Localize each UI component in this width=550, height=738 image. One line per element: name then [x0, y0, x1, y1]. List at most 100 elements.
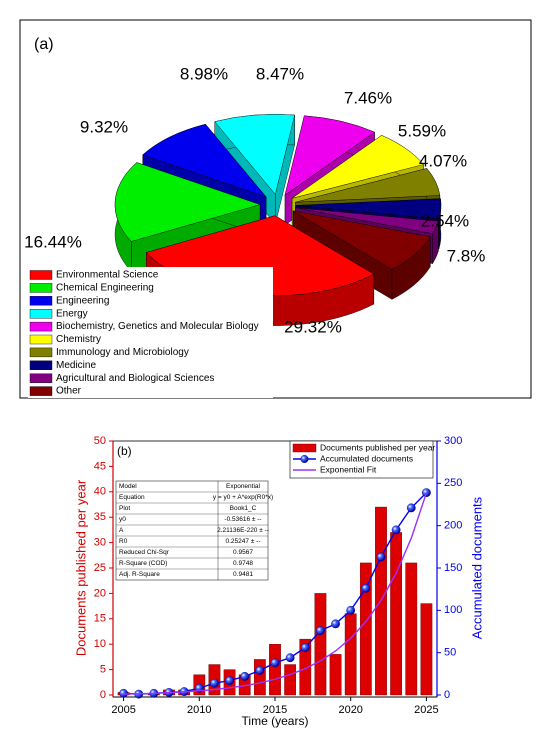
fit-table-key: A [119, 527, 124, 534]
data-point [300, 643, 310, 652]
bar [420, 603, 433, 696]
fit-line [123, 492, 428, 695]
y2-tick-label: 250 [444, 477, 462, 489]
panel-a-frame [19, 19, 532, 399]
legend-marker [300, 455, 309, 464]
y-tick-label: 50 [94, 435, 106, 447]
legend-swatch [29, 283, 53, 293]
slice [284, 115, 375, 196]
bar [253, 659, 266, 696]
legend-swatch [29, 347, 53, 358]
legend-label: Documents published per year [320, 442, 435, 452]
percent-label: 4.07% [419, 151, 467, 170]
bar [299, 638, 312, 696]
bar [269, 644, 281, 696]
data-point [240, 671, 250, 681]
data-point [422, 488, 431, 498]
data-point [225, 676, 234, 686]
data-point [376, 552, 386, 562]
y-tick-label: 45 [94, 460, 106, 472]
legend-label: Accumulated documents [320, 453, 413, 463]
legend-label: Engineering [56, 295, 109, 306]
bar [344, 613, 357, 696]
y2-tick-label: 0 [444, 689, 450, 701]
data-point [391, 525, 401, 535]
y-tick-label: 20 [94, 587, 106, 599]
fit-table-key: Model [119, 483, 137, 490]
fit-table-value: 0.9567 [233, 549, 253, 556]
percent-label: 8.98% [180, 64, 228, 83]
y-tick-label: 35 [94, 511, 106, 523]
fit-table-value: Book1_C [230, 505, 257, 512]
y2-tick-label: 100 [444, 604, 462, 616]
y-tick-label: 0 [100, 689, 106, 701]
y2-tick-label: 150 [444, 562, 462, 574]
fit-table-box [115, 480, 269, 581]
bar [359, 562, 372, 696]
legend-swatch [29, 386, 53, 396]
y2-tick-label: 300 [444, 435, 462, 447]
fit-table-key: Equation [119, 494, 145, 501]
legend-label: Energy [56, 308, 88, 319]
x-tick-label: 2020 [338, 704, 362, 716]
legend-swatch [29, 270, 53, 280]
legend-swatch [29, 373, 53, 383]
fit-table-key: R-Square (COD) [119, 560, 167, 567]
percent-label: 7.46% [344, 88, 392, 107]
legend-label: Biochemistry, Genetics and Molecular Bio… [56, 321, 259, 332]
percent-label: 2.54% [421, 211, 469, 230]
fit-table-key: R0 [119, 538, 128, 545]
legend-swatch [29, 309, 53, 319]
percent-label: 5.59% [398, 121, 446, 140]
percent-label: 16.44% [24, 232, 82, 251]
data-point [119, 688, 128, 698]
y-tick-label: 30 [94, 537, 106, 549]
slice [295, 207, 439, 234]
slice [295, 198, 442, 220]
slice [214, 114, 295, 195]
slice [293, 210, 431, 270]
y-tick-label: 10 [94, 638, 106, 650]
bar [329, 654, 342, 696]
fit-table-key: Plot [119, 505, 130, 512]
legend-label: Environmental Science [56, 270, 159, 281]
legend-label: Chemistry [56, 334, 101, 345]
data-point [255, 666, 265, 675]
slice [142, 123, 267, 198]
data-point [361, 583, 371, 593]
fit-table-value: y = y0 + A*exp(R0*x) [213, 494, 273, 501]
panel-label: (b) [117, 444, 132, 458]
y2-tick-label: 200 [444, 520, 462, 532]
fit-table-key: Reduced Chi-Sqr [119, 549, 170, 556]
legend-swatch [29, 296, 53, 306]
data-point [346, 605, 356, 615]
legend-swatch [29, 321, 53, 332]
bar [284, 664, 297, 696]
x-tick-label: 2025 [414, 704, 438, 716]
x-axis-label: Time (years) [242, 714, 309, 728]
y-tick-label: 40 [94, 486, 106, 498]
legend-label: Agricultural and Biological Sciences [56, 373, 214, 384]
data-point [406, 503, 416, 513]
x-tick-label: 2005 [111, 704, 135, 716]
fit-table-value: Exponential [226, 483, 261, 490]
bar [314, 593, 327, 696]
legend-swatch [29, 334, 53, 345]
y-tick-label: 15 [94, 613, 106, 625]
legend-label: Exponential Fit [320, 464, 377, 474]
fit-table-key: y0 [119, 516, 126, 523]
percent-label: 9.32% [80, 117, 128, 136]
fit-table-value: 0.9481 [233, 571, 253, 578]
legend-label: Other [56, 386, 82, 397]
x-tick-label: 2010 [187, 704, 211, 716]
legend-box [28, 267, 273, 398]
fit-table-value: 0.25247 ± -- [225, 538, 260, 545]
slice [114, 162, 261, 242]
fit-table-key: Adj. R-Square [119, 571, 160, 578]
fit-table-value: 2.21136E-220 ± -- [217, 527, 269, 534]
slice [295, 168, 441, 203]
fit-table-value: -0.53616 ± -- [224, 516, 261, 523]
percent-label: 29.32% [284, 317, 342, 336]
